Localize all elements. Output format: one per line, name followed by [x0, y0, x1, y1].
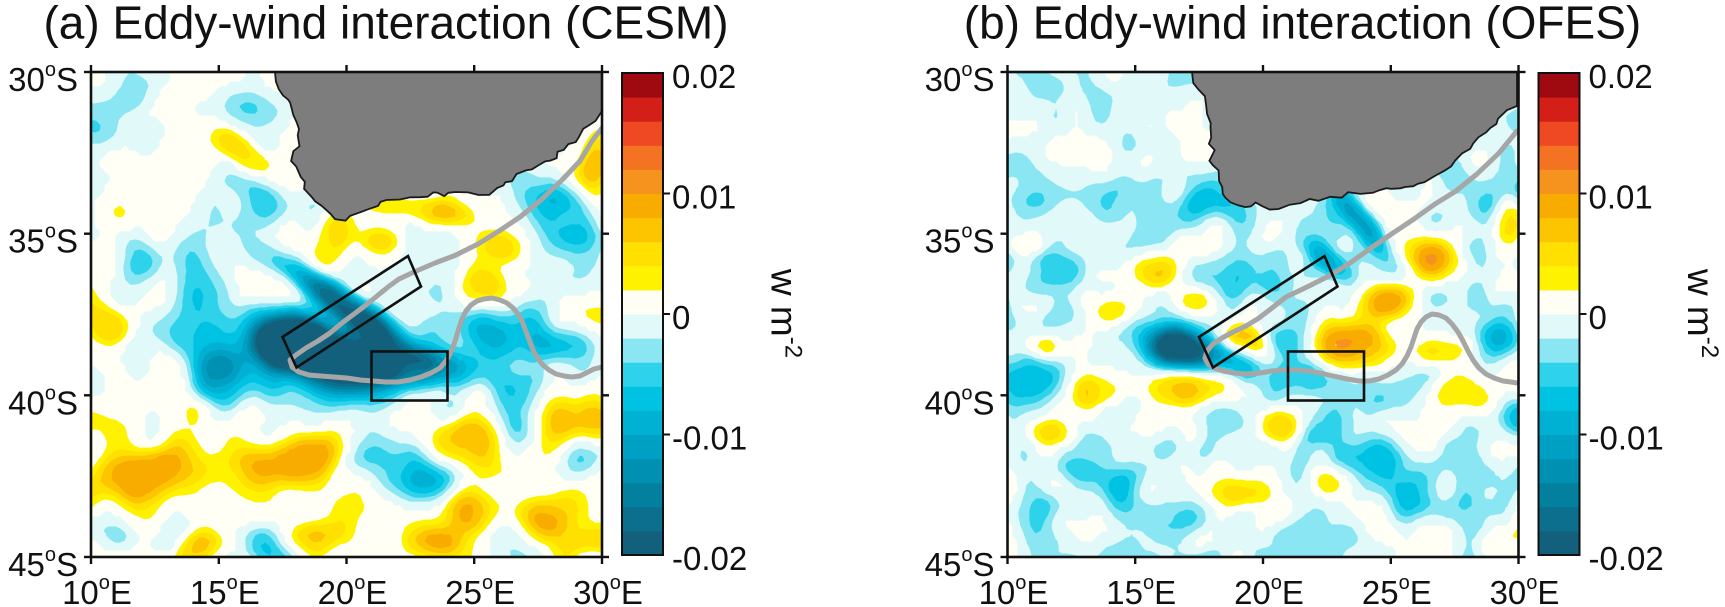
svg-text:0: 0: [672, 299, 690, 336]
svg-text:20oE: 20oE: [1234, 572, 1304, 607]
svg-text:35oS: 35oS: [925, 221, 995, 260]
svg-text:0.02: 0.02: [1589, 58, 1653, 95]
svg-text:(b) Eddy-wind interaction (OFE: (b) Eddy-wind interaction (OFES): [964, 0, 1641, 49]
svg-text:-0.02: -0.02: [672, 540, 747, 577]
svg-text:-0.01: -0.01: [672, 420, 747, 457]
svg-text:40oS: 40oS: [925, 382, 995, 421]
svg-text:30oE: 30oE: [1490, 572, 1560, 607]
svg-text:30oS: 30oS: [925, 59, 995, 98]
svg-text:45oS: 45oS: [925, 544, 995, 583]
svg-text:0.02: 0.02: [672, 58, 736, 95]
svg-text:35oS: 35oS: [8, 221, 78, 260]
svg-text:(a) Eddy-wind interaction (CES: (a) Eddy-wind interaction (CESM): [43, 0, 728, 49]
svg-text:0.01: 0.01: [672, 179, 736, 216]
svg-text:0: 0: [1589, 299, 1607, 336]
svg-text:30oE: 30oE: [573, 572, 643, 607]
svg-text:-0.02: -0.02: [1589, 540, 1664, 577]
svg-text:20oE: 20oE: [318, 572, 388, 607]
svg-text:25oE: 25oE: [445, 572, 515, 607]
svg-text:15oE: 15oE: [1106, 572, 1176, 607]
svg-text:10oE: 10oE: [979, 572, 1049, 607]
svg-text:0.01: 0.01: [1589, 179, 1653, 216]
svg-text:25oE: 25oE: [1362, 572, 1432, 607]
svg-text:-0.01: -0.01: [1589, 420, 1664, 457]
svg-text:40oS: 40oS: [8, 382, 78, 421]
svg-text:10oE: 10oE: [62, 572, 132, 607]
svg-text:45oS: 45oS: [8, 544, 78, 583]
svg-text:30oS: 30oS: [8, 59, 78, 98]
svg-text:15oE: 15oE: [190, 572, 260, 607]
